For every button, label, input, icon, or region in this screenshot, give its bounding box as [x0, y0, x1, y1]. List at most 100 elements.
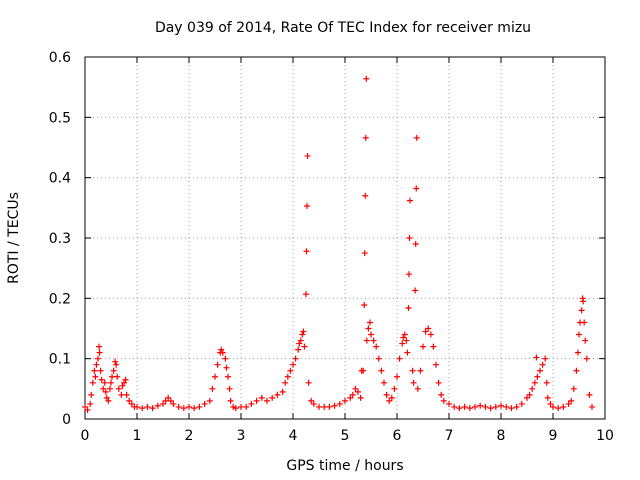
data-point — [264, 397, 270, 404]
data-point — [362, 134, 369, 141]
data-point — [555, 405, 562, 412]
data-point — [396, 355, 403, 362]
data-point — [543, 379, 550, 386]
data-point — [102, 388, 109, 395]
data-point — [446, 400, 452, 407]
data-point — [349, 391, 356, 398]
data-point — [82, 403, 88, 410]
y-tick-label: 0.1 — [49, 352, 71, 368]
data-point — [96, 343, 103, 350]
data-point — [363, 337, 370, 344]
x-tick-label: 3 — [237, 428, 246, 444]
data-point — [218, 346, 225, 353]
y-axis-ticks: 0 0.1 0.2 0.3 0.4 0.5 0.6 — [49, 50, 605, 428]
data-point — [144, 403, 151, 410]
data-point — [303, 291, 309, 298]
data-point — [284, 373, 291, 380]
data-point — [226, 385, 233, 392]
chart-title: Day 039 of 2014, Rate Of TEC Index for r… — [155, 20, 531, 36]
data-point — [361, 301, 368, 308]
data-point — [282, 379, 289, 386]
x-tick-label: 4 — [289, 428, 298, 444]
data-point — [290, 361, 296, 368]
data-point — [461, 403, 468, 410]
data-point — [304, 203, 311, 210]
data-point — [105, 397, 112, 404]
data-point — [422, 328, 429, 335]
data-point — [167, 397, 174, 404]
data-point — [196, 403, 203, 410]
data-point — [518, 400, 525, 407]
data-point — [243, 403, 250, 410]
data-point — [186, 403, 192, 410]
data-point — [149, 405, 156, 412]
data-point — [89, 379, 96, 386]
data-point — [316, 403, 322, 410]
data-point — [101, 379, 108, 386]
data-point — [410, 379, 417, 386]
data-point — [287, 367, 294, 374]
data-point — [139, 405, 146, 412]
data-point — [401, 331, 408, 338]
data-point — [529, 385, 536, 392]
data-point — [112, 358, 119, 365]
data-point — [304, 152, 311, 159]
data-point — [162, 397, 169, 404]
data-point — [568, 397, 575, 404]
data-point — [108, 379, 114, 386]
data-point — [308, 397, 315, 404]
data-point — [321, 403, 328, 410]
x-axis-label: GPS time / hours — [286, 458, 403, 474]
data-point — [119, 382, 126, 389]
data-point — [175, 403, 182, 410]
data-point — [160, 400, 166, 407]
x-tick-label: 5 — [341, 428, 350, 444]
data-point — [113, 361, 120, 368]
data-point — [100, 385, 107, 392]
data-point — [440, 397, 447, 404]
data-point — [370, 337, 377, 344]
x-tick-label: 9 — [549, 428, 558, 444]
data-point — [109, 373, 116, 380]
data-point — [583, 355, 590, 362]
data-point — [92, 373, 99, 380]
data-point — [299, 331, 306, 338]
data-point — [297, 337, 304, 344]
data-point — [84, 406, 91, 413]
data-point — [503, 403, 510, 410]
y-tick-label: 0.3 — [49, 231, 71, 247]
y-tick-label: 0.2 — [49, 291, 71, 307]
data-point — [201, 400, 208, 407]
data-point — [305, 379, 312, 386]
data-point — [403, 337, 410, 344]
data-point — [347, 394, 354, 401]
data-point — [547, 400, 554, 407]
data-point — [360, 367, 367, 374]
data-point — [300, 328, 307, 335]
data-point — [170, 400, 177, 407]
data-point — [508, 405, 515, 412]
data-point — [366, 319, 373, 326]
data-point — [258, 394, 265, 401]
data-point — [310, 400, 317, 407]
data-point — [88, 391, 95, 398]
data-point — [438, 391, 445, 398]
data-point — [365, 325, 372, 332]
data-point — [191, 405, 198, 412]
x-tick-label: 10 — [596, 428, 614, 444]
data-point — [582, 337, 589, 344]
data-point — [225, 373, 231, 380]
x-axis-ticks: 0 1 2 3 4 5 6 7 8 9 10 — [81, 57, 614, 444]
data-point — [492, 403, 499, 410]
data-point — [126, 397, 133, 404]
data-point — [206, 397, 213, 404]
data-point — [466, 405, 473, 412]
data-point — [222, 355, 229, 362]
data-point — [368, 331, 374, 338]
data-point — [409, 367, 416, 374]
data-point — [381, 379, 387, 386]
data-point — [414, 385, 421, 392]
data-point — [96, 349, 103, 356]
data-point — [301, 343, 308, 350]
